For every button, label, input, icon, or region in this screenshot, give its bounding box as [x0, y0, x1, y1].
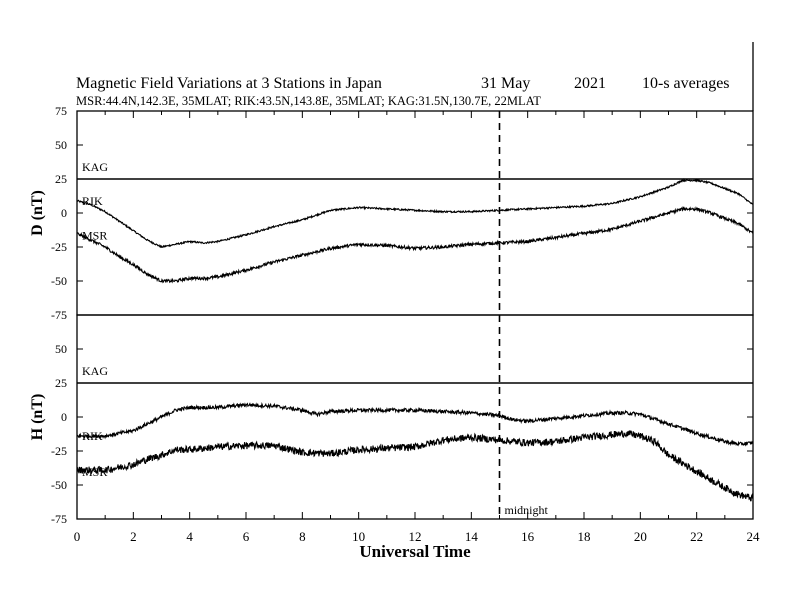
series-line-msr: [76, 206, 754, 284]
y-tick-label: 50: [55, 342, 67, 356]
x-tick-label: 0: [74, 529, 81, 544]
y-tick-label: -25: [51, 240, 67, 254]
y-tick-label: 50: [55, 138, 67, 152]
curve-label-msr: MSR: [82, 465, 107, 479]
curve-label-rik: RIK: [82, 429, 103, 443]
midnight-label: midnight: [505, 503, 549, 517]
y-tick-label: -75: [51, 308, 67, 322]
x-tick-label: 22: [690, 529, 703, 544]
x-tick-label: 20: [634, 529, 647, 544]
h-panel-frame: [76, 314, 754, 520]
d-axis-label: D (nT): [29, 190, 46, 236]
x-tick-label: 18: [578, 529, 591, 544]
curve-label-rik: RIK: [82, 194, 103, 208]
x-axis-label: Universal Time: [359, 542, 471, 561]
x-tick-label: 2: [130, 529, 137, 544]
x-tick-label: 8: [299, 529, 306, 544]
curve-label-kag: KAG: [82, 160, 108, 174]
date-label: 31 May: [481, 75, 530, 92]
d-panel-frame: [76, 110, 754, 316]
series-line-msr: [76, 430, 754, 502]
curve-label-kag: KAG: [82, 364, 108, 378]
h-panel: 50 25 0 -25 -50 -75 KAG RIK MSR: [51, 314, 754, 526]
x-tick-label: 10: [352, 529, 365, 544]
y-tick-label: 25: [55, 376, 67, 390]
y-tick-label: -75: [51, 512, 67, 526]
x-tick-label: 12: [409, 529, 422, 544]
x-tick-label: 16: [521, 529, 535, 544]
y-tick-label: 75: [55, 104, 67, 118]
x-tick-label: 14: [465, 529, 479, 544]
d-panel: 75 50 25 0 -25 -50 -75 KAG RIK MSR: [51, 104, 754, 322]
x-tick-label: 24: [747, 529, 761, 544]
y-tick-label: 0: [61, 206, 67, 220]
curve-label-msr: MSR: [82, 228, 107, 242]
chart-title: Magnetic Field Variations at 3 Stations …: [76, 75, 382, 92]
y-tick-label: -50: [51, 478, 67, 492]
y-tick-label: -50: [51, 274, 67, 288]
y-tick-label: 0: [61, 410, 67, 424]
averaging-label: 10-s averages: [642, 75, 730, 92]
x-tick-label: 4: [186, 529, 193, 544]
stations-info: MSR:44.4N,142.3E, 35MLAT; RIK:43.5N,143.…: [76, 94, 541, 108]
y-tick-label: 25: [55, 172, 67, 186]
series-line-rik: [76, 177, 754, 249]
x-tick-label: 6: [243, 529, 250, 544]
year-label: 2021: [574, 75, 606, 92]
series-line-rik: [76, 401, 754, 447]
x-axis: 0 2 4 6 8 10 12 14 16 18 20 22 24: [74, 111, 760, 544]
y-tick-label: -25: [51, 444, 67, 458]
h-axis-label: H (nT): [29, 394, 46, 441]
